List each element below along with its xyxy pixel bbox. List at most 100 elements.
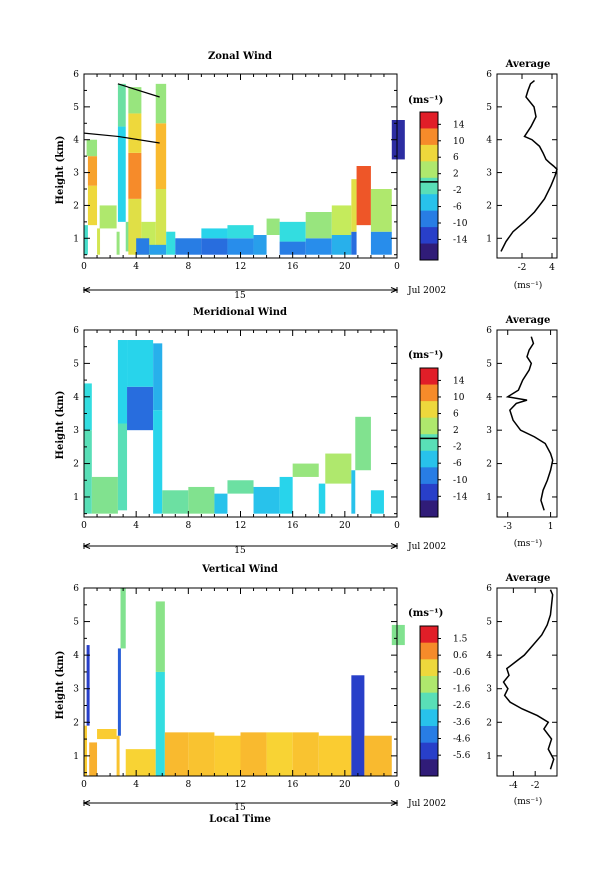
heatmap-cell <box>153 343 163 411</box>
profile-y-tick-label: 6 <box>486 326 492 336</box>
profile-y-tick-label: 6 <box>486 584 492 594</box>
date-ruler-arrow <box>390 287 399 293</box>
heatmap-cell <box>86 139 98 157</box>
colorbar-tick-label: -4.6 <box>453 735 471 745</box>
heatmap-cell <box>227 225 254 239</box>
heatmap-cell <box>266 732 293 776</box>
profile-y-tick-label: 1 <box>486 234 492 244</box>
date-ruler-arrow <box>390 543 399 549</box>
y-tick-label: 6 <box>73 584 79 594</box>
x-tick-label: 4 <box>133 262 139 272</box>
colorbar-band <box>420 384 438 402</box>
x-tick-label: 8 <box>185 780 191 790</box>
colorbar-tick-label: -1.6 <box>453 685 471 695</box>
heatmap-cell <box>175 238 202 255</box>
x-tick-label: 8 <box>185 262 191 272</box>
y-tick-label: 3 <box>73 426 79 436</box>
profile-x-tick-label: -2 <box>518 263 527 273</box>
profile-y-tick-label: 3 <box>486 169 492 179</box>
colorbar-frame <box>419 367 439 518</box>
profile-y-tick-label: 1 <box>486 752 492 762</box>
colorbar-band <box>420 759 438 777</box>
colorbar-band <box>420 450 438 468</box>
date-label: Jul 2002 <box>407 286 446 296</box>
heatmap-cell <box>201 228 228 239</box>
colorbar-band <box>420 161 438 179</box>
heatmap-cell <box>253 235 267 255</box>
heatmap-cell <box>87 185 98 226</box>
heatmap-cell <box>155 83 167 124</box>
x-tick-label: 16 <box>287 262 299 272</box>
heatmap-cell <box>128 152 142 199</box>
colorbar-band <box>420 177 438 195</box>
colorbar-frame <box>419 111 439 261</box>
x-tick-label: 12 <box>235 780 246 790</box>
profile-y-tick-label: 1 <box>486 493 492 503</box>
heatmap-cell <box>136 238 150 255</box>
colorbar-tick-label: -6 <box>453 459 462 469</box>
chart-title: Zonal Wind <box>208 51 272 62</box>
y-tick-label: 4 <box>73 651 79 661</box>
heatmap-cell <box>188 732 215 776</box>
colorbar-tick-label: 2 <box>453 426 459 436</box>
heatmap-cell <box>355 416 371 471</box>
y-tick-label: 2 <box>73 718 79 728</box>
date-ruler-meridional <box>82 543 399 549</box>
date-ruler-arrow <box>82 287 91 293</box>
contour-line <box>117 83 160 98</box>
y-tick-label: 5 <box>73 103 79 113</box>
profile-y-tick-label: 4 <box>486 651 492 661</box>
colorbar-band <box>420 112 438 129</box>
profile-y-tick-label: 2 <box>486 201 492 211</box>
colorbar-band <box>420 626 438 644</box>
heatmap-cell <box>117 340 128 424</box>
y-tick-label: 1 <box>73 752 79 762</box>
colorbar-tick-label: 6 <box>453 153 459 163</box>
colorbar-tick-label: 2 <box>453 170 459 180</box>
heatmap-cell <box>99 205 117 229</box>
y-axis-label: Height (km) <box>55 391 66 460</box>
colorbar-band <box>420 467 438 485</box>
colorbar-band <box>420 227 438 245</box>
y-tick-label: 5 <box>73 359 79 369</box>
heatmap-cell <box>89 742 98 776</box>
profile-x-tick-label: -3 <box>503 522 512 532</box>
heatmap-cell <box>391 120 405 160</box>
contour-line <box>83 132 160 144</box>
colorbar-frame <box>419 625 439 777</box>
profile-vertical: 1 2 3 4 5 6 -4 -2 <box>486 584 558 791</box>
colorbar-band <box>420 642 438 660</box>
y-tick-label: 6 <box>73 70 79 80</box>
date-ruler-arrow <box>82 800 91 806</box>
profile-y-tick-label: 2 <box>486 718 492 728</box>
heatmap-cells <box>84 340 384 514</box>
y-tick-label: 6 <box>73 326 79 336</box>
heatmap-cell <box>125 749 156 776</box>
profile-y-tick-label: 5 <box>486 359 492 369</box>
colorbar-band <box>420 417 438 435</box>
colorbar-band <box>420 692 438 710</box>
chart-title: Meridional Wind <box>193 307 287 318</box>
x-tick-label: 0 <box>394 521 400 531</box>
heatmap-cells <box>84 588 405 776</box>
y-tick-label: 5 <box>73 618 79 628</box>
profile-frame <box>496 73 558 259</box>
heatmap-cell <box>155 189 167 255</box>
x-tick-label: 0 <box>394 780 400 790</box>
heatmap-cell <box>364 735 392 776</box>
date-label: Jul 2002 <box>407 542 446 552</box>
x-axis-label: Local Time <box>209 814 271 825</box>
colorbar-band <box>420 368 438 386</box>
profile-line <box>505 336 554 511</box>
profile-x-tick-label: 4 <box>549 263 555 273</box>
heatmap-cell <box>84 383 92 431</box>
colorbar-zonal: 14 10 6 2 -2 -6 -10 -14 <box>419 111 468 261</box>
profile-xlabel: (ms⁻¹) <box>514 538 543 549</box>
heatmap-cell <box>331 205 352 235</box>
colorbar-tick-label: 10 <box>453 137 465 147</box>
x-tick-label: 12 <box>235 521 246 531</box>
